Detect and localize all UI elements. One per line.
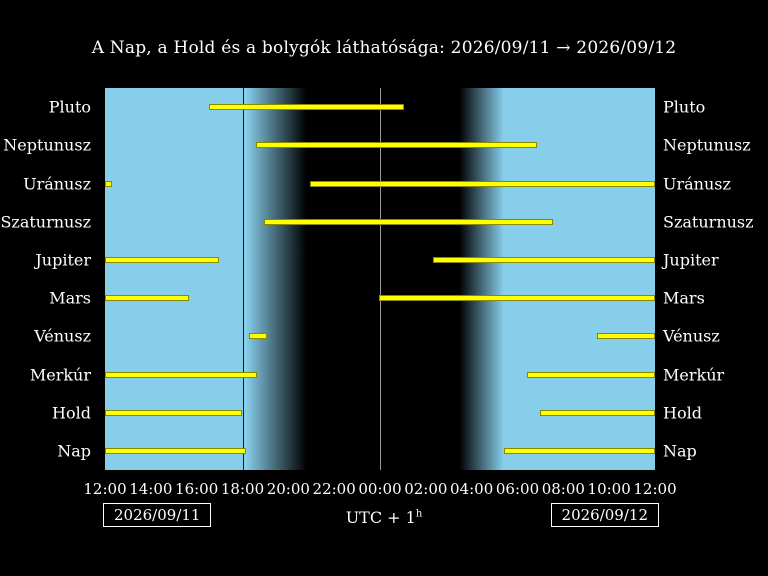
row-label-left-neptunusz: Neptunusz [3, 135, 91, 155]
x-tick-5-22-00: 22:00 [312, 480, 356, 498]
row-label-left-mars: Mars [49, 288, 91, 308]
row-label-left-nap: Nap [57, 441, 91, 461]
visibility-bar-uranusz [310, 180, 655, 187]
visibility-bar-jupiter [105, 256, 219, 263]
x-tick-8-04-00: 04:00 [450, 480, 494, 498]
visibility-bar-nap [503, 447, 655, 454]
row-label-right-venusz: Vénusz [663, 326, 720, 346]
row-label-right-merkur: Merkúr [663, 365, 725, 384]
row-label-left-szaturnusz: Szaturnusz [0, 212, 91, 232]
visibility-bar-mars [105, 295, 190, 302]
x-tick-0-12-00: 12:00 [83, 480, 127, 498]
row-label-left-hold: Hold [52, 403, 91, 423]
x-tick-10-08-00: 08:00 [541, 480, 585, 498]
start-date-box: 2026/09/11 [103, 503, 212, 527]
row-label-right-pluto: Pluto [663, 97, 706, 117]
visibility-bar-szaturnusz [264, 218, 553, 225]
row-label-right-jupiter: Jupiter [663, 250, 719, 270]
plot-area [105, 88, 655, 470]
x-tick-12-12-00: 12:00 [633, 480, 677, 498]
visibility-bar-neptunusz [256, 142, 537, 149]
timezone-superscript: h [415, 508, 423, 520]
x-tick-7-02-00: 02:00 [404, 480, 448, 498]
row-label-left-merkur: Merkúr [29, 365, 91, 384]
chart: Pluto Neptunusz Uránusz Szaturnusz Jupiter Ma… [0, 88, 768, 470]
visibility-bar-merkur [105, 371, 257, 378]
row-label-right-hold: Hold [663, 403, 702, 423]
row-labels-left: Pluto Neptunusz Uránusz Szaturnusz Jupiter Ma… [0, 88, 98, 470]
visibility-bar-merkur [527, 371, 655, 378]
visibility-bar-uranusz [105, 180, 112, 187]
x-tick-2-16-00: 16:00 [175, 480, 219, 498]
visibility-bar-hold [539, 409, 655, 416]
row-label-left-jupiter: Jupiter [35, 250, 91, 270]
row-labels-right: Pluto Neptunusz Uránusz Szaturnusz Jupiter Ma… [663, 88, 768, 470]
chart-title: A Nap, a Hold és a bolygók láthatósága: … [91, 38, 677, 58]
row-label-left-pluto: Pluto [48, 97, 91, 117]
visibility-bar-venusz [597, 333, 655, 340]
row-label-right-neptunusz: Neptunusz [663, 135, 751, 155]
x-tick-3-18-00: 18:00 [220, 480, 265, 498]
x-tick-6-00-00: 00:00 [358, 480, 402, 498]
visibility-bar-pluto [209, 104, 405, 111]
visibility-bar-hold [105, 409, 243, 416]
x-tick-4-20-00: 20:00 [266, 480, 310, 498]
visibility-bar-venusz [249, 333, 268, 340]
row-label-left-venusz: Vénusz [34, 326, 91, 346]
end-date-box: 2026/09/12 [550, 503, 659, 527]
timezone-text: UTC + 1 [345, 508, 416, 527]
timezone-label: UTC + 1h [0, 508, 768, 527]
visibility-bar-mars [379, 295, 655, 302]
row-label-left-uranusz: Uránusz [23, 174, 91, 193]
x-axis-ticks: 12:00 14:00 16:00 18:00 20:00 22:00 00:00 02:00… [83, 480, 676, 500]
gridline-00-00 [380, 88, 381, 470]
gridline-18-00 [242, 88, 244, 470]
row-label-right-nap: Nap [663, 441, 697, 461]
x-tick-9-06-00: 06:00 [495, 480, 540, 498]
visibility-bar-jupiter [432, 256, 655, 263]
row-label-right-mars: Mars [663, 288, 705, 308]
x-tick-1-14-00: 14:00 [129, 480, 173, 498]
row-label-right-szaturnusz: Szaturnusz [663, 212, 754, 232]
row-label-right-uranusz: Uránusz [663, 174, 731, 193]
visibility-bar-nap [105, 447, 246, 454]
x-tick-11-10-00: 10:00 [587, 480, 631, 498]
